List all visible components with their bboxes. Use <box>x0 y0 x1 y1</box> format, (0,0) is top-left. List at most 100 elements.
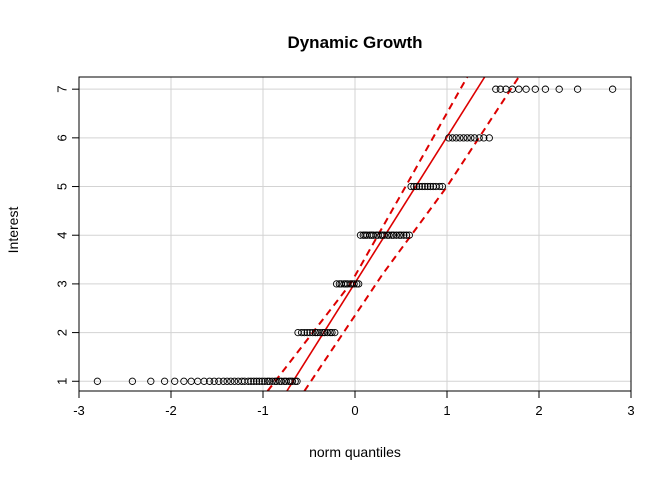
data-point <box>319 328 327 337</box>
data-point <box>265 377 274 385</box>
data-point <box>410 182 418 191</box>
data-point <box>268 377 276 385</box>
data-point <box>205 377 214 385</box>
data-point <box>405 231 413 239</box>
data-point <box>350 280 358 288</box>
x-axis-label: norm quantiles <box>309 444 401 460</box>
data-point <box>332 280 341 288</box>
data-point <box>219 377 228 385</box>
data-point <box>323 328 332 337</box>
data-point <box>496 85 505 93</box>
data-point <box>223 377 231 385</box>
data-point <box>402 231 411 239</box>
data-point <box>303 328 311 337</box>
data-point <box>288 377 297 385</box>
data-point <box>180 377 188 385</box>
data-point <box>415 182 424 191</box>
data-point <box>522 85 530 93</box>
data-point <box>210 377 218 385</box>
data-point <box>128 377 137 385</box>
data-point <box>435 182 444 191</box>
data-point <box>353 280 361 288</box>
y-tick-label: 4 <box>54 232 69 239</box>
grid-lines <box>78 77 632 391</box>
data-point <box>316 328 324 337</box>
data-point <box>608 85 617 93</box>
data-point <box>418 182 426 191</box>
x-tick-label: 3 <box>627 403 634 418</box>
data-point <box>297 328 306 337</box>
x-tick-label: -2 <box>165 403 177 418</box>
y-axis-label: Interest <box>5 207 21 254</box>
data-point <box>541 85 550 93</box>
data-point <box>331 328 339 337</box>
chart-title: Dynamic Growth <box>287 33 422 52</box>
data-point <box>300 328 309 337</box>
data-point <box>485 134 493 142</box>
y-tick-label: 2 <box>54 329 69 336</box>
data-point <box>467 134 475 142</box>
axes: -3 -2 -1 0 1 2 3 1 2 3 4 5 6 7 <box>54 86 634 418</box>
data-point <box>445 134 453 142</box>
data-point <box>400 231 408 239</box>
data-point <box>215 377 223 385</box>
data-point <box>421 182 429 191</box>
data-point <box>227 377 235 385</box>
data-point <box>255 377 263 385</box>
data-point <box>573 85 582 93</box>
x-tick-label: -3 <box>73 403 85 418</box>
data-point <box>389 231 398 239</box>
data-point <box>309 328 317 337</box>
data-points <box>93 85 617 385</box>
y-tick-label: 7 <box>54 86 69 93</box>
data-point <box>313 328 321 337</box>
data-point <box>388 231 396 239</box>
data-point <box>463 134 471 142</box>
data-point <box>160 377 169 385</box>
data-point <box>273 377 281 385</box>
data-point <box>306 328 314 337</box>
data-point <box>426 182 435 191</box>
y-tick-label: 1 <box>54 378 69 385</box>
y-tick-label: 6 <box>54 134 69 141</box>
data-point <box>355 280 363 288</box>
data-point <box>369 231 378 239</box>
data-point <box>277 377 286 385</box>
x-tick-label: -1 <box>257 403 269 418</box>
data-point <box>261 377 269 385</box>
x-tick-label: 0 <box>351 403 358 418</box>
data-point <box>412 182 421 191</box>
data-point <box>456 134 464 142</box>
data-point <box>250 377 258 385</box>
data-point <box>328 328 336 337</box>
data-point <box>438 182 447 191</box>
data-point <box>291 377 299 385</box>
data-point <box>200 377 208 385</box>
data-point <box>492 85 500 93</box>
data-point <box>320 328 329 337</box>
data-point <box>247 377 255 385</box>
confidence-envelope-upper <box>266 77 469 391</box>
data-point <box>395 231 403 239</box>
data-point <box>93 377 102 385</box>
data-point <box>380 231 389 239</box>
data-point <box>555 85 563 93</box>
data-point <box>515 85 523 93</box>
data-point <box>475 134 483 142</box>
data-point <box>244 377 252 385</box>
data-point <box>424 182 432 191</box>
data-point <box>407 182 415 191</box>
data-point <box>385 231 393 239</box>
data-point <box>171 377 179 385</box>
y-tick-label: 5 <box>54 183 69 190</box>
data-point <box>531 85 539 93</box>
data-point <box>258 377 266 385</box>
data-point <box>263 377 272 385</box>
x-tick-label: 1 <box>443 403 450 418</box>
x-tick-label: 2 <box>535 403 542 418</box>
confidence-envelope-lower <box>303 77 520 391</box>
data-point <box>452 134 460 142</box>
data-point <box>397 231 405 239</box>
data-point <box>147 377 155 385</box>
